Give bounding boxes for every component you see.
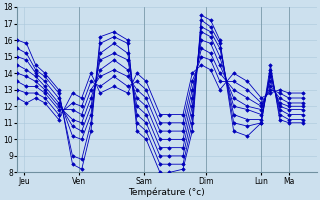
- X-axis label: Température (°c): Température (°c): [129, 187, 205, 197]
